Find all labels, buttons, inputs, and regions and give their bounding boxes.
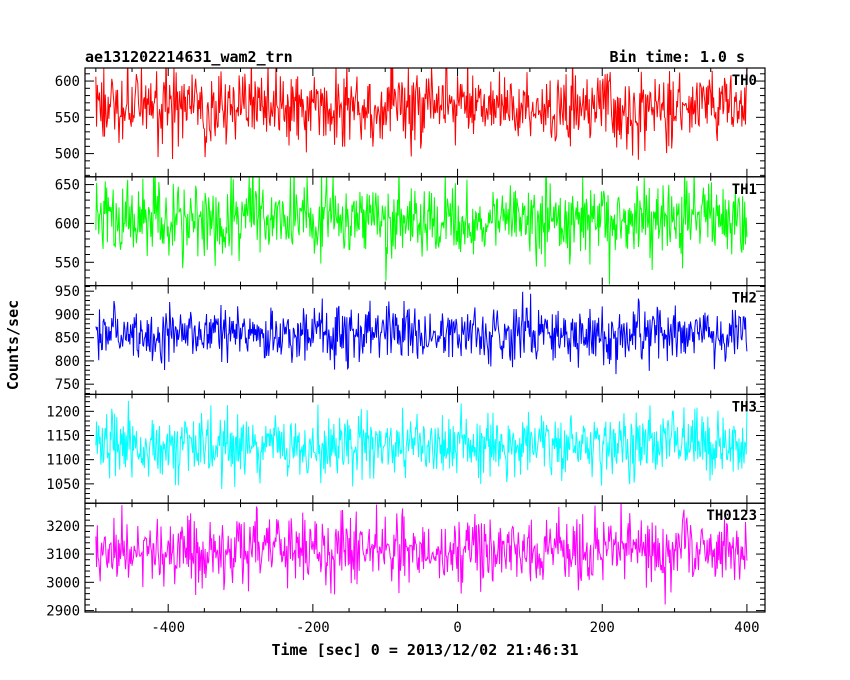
y-tick-label: 1100 <box>46 453 80 469</box>
panel-frame <box>84 67 766 178</box>
x-tick-label: 400 <box>734 620 759 636</box>
y-tick-label: 3100 <box>46 547 80 563</box>
panel-label-th1: TH1 <box>732 182 757 198</box>
panels: 500 550 600 TH0 550 600 650 TH1 750 800 850 900 950 T… <box>46 67 766 620</box>
panel-th3: 1050 1100 1150 1200 TH3 <box>46 393 766 504</box>
panel-label-th2: TH2 <box>732 291 757 307</box>
panel-th2: 750 800 850 900 950 TH2 <box>55 284 766 396</box>
y-axis-label: Counts/sec <box>4 300 22 390</box>
y-tick-label: 600 <box>55 74 80 90</box>
y-tick-label: 500 <box>55 147 80 163</box>
series-line-th1 <box>95 176 748 285</box>
x-tick-label: -400 <box>151 620 185 636</box>
panel-th0123: 2900 3000 3100 3200 TH0123 <box>46 502 766 620</box>
chart-title-right: Bin time: 1.0 s <box>610 48 745 66</box>
panel-label-th0123: TH0123 <box>706 508 757 524</box>
y-tick-label: 750 <box>55 377 80 393</box>
series-line-th0123 <box>95 503 748 605</box>
y-tick-label: 2900 <box>46 604 80 620</box>
chart-title-left: ae131202214631_wam2_trn <box>85 48 293 66</box>
x-tick-label: -200 <box>296 620 330 636</box>
y-tick-label: 3200 <box>46 519 80 535</box>
series-line-th2 <box>95 291 748 375</box>
y-tick-label: 1200 <box>46 404 80 420</box>
y-tick-label: 1050 <box>46 477 80 493</box>
panel-label-th0: TH0 <box>732 73 757 89</box>
y-tick-label: 550 <box>55 110 80 126</box>
x-tick-label: 0 <box>453 620 461 636</box>
series-line-th3 <box>95 400 748 490</box>
y-tick-label: 3000 <box>46 575 80 591</box>
series-line-th0 <box>95 68 748 160</box>
y-tick-label: 800 <box>55 354 80 370</box>
x-tick-label: 200 <box>590 620 615 636</box>
y-tick-label: 650 <box>55 178 80 194</box>
x-axis-label: Time [sec] 0 = 2013/12/02 21:46:31 <box>271 641 578 659</box>
y-tick-label: 1150 <box>46 429 80 445</box>
panel-label-th3: TH3 <box>732 399 757 415</box>
panel-th1: 550 600 650 TH1 <box>55 176 766 287</box>
x-axis: -400 -200 0 200 400 <box>151 620 759 636</box>
panel-frame <box>84 502 766 613</box>
y-tick-label: 600 <box>55 216 80 232</box>
y-tick-label: 550 <box>55 255 80 271</box>
y-tick-label: 950 <box>55 284 80 300</box>
y-tick-label: 900 <box>55 307 80 323</box>
y-tick-label: 850 <box>55 331 80 347</box>
